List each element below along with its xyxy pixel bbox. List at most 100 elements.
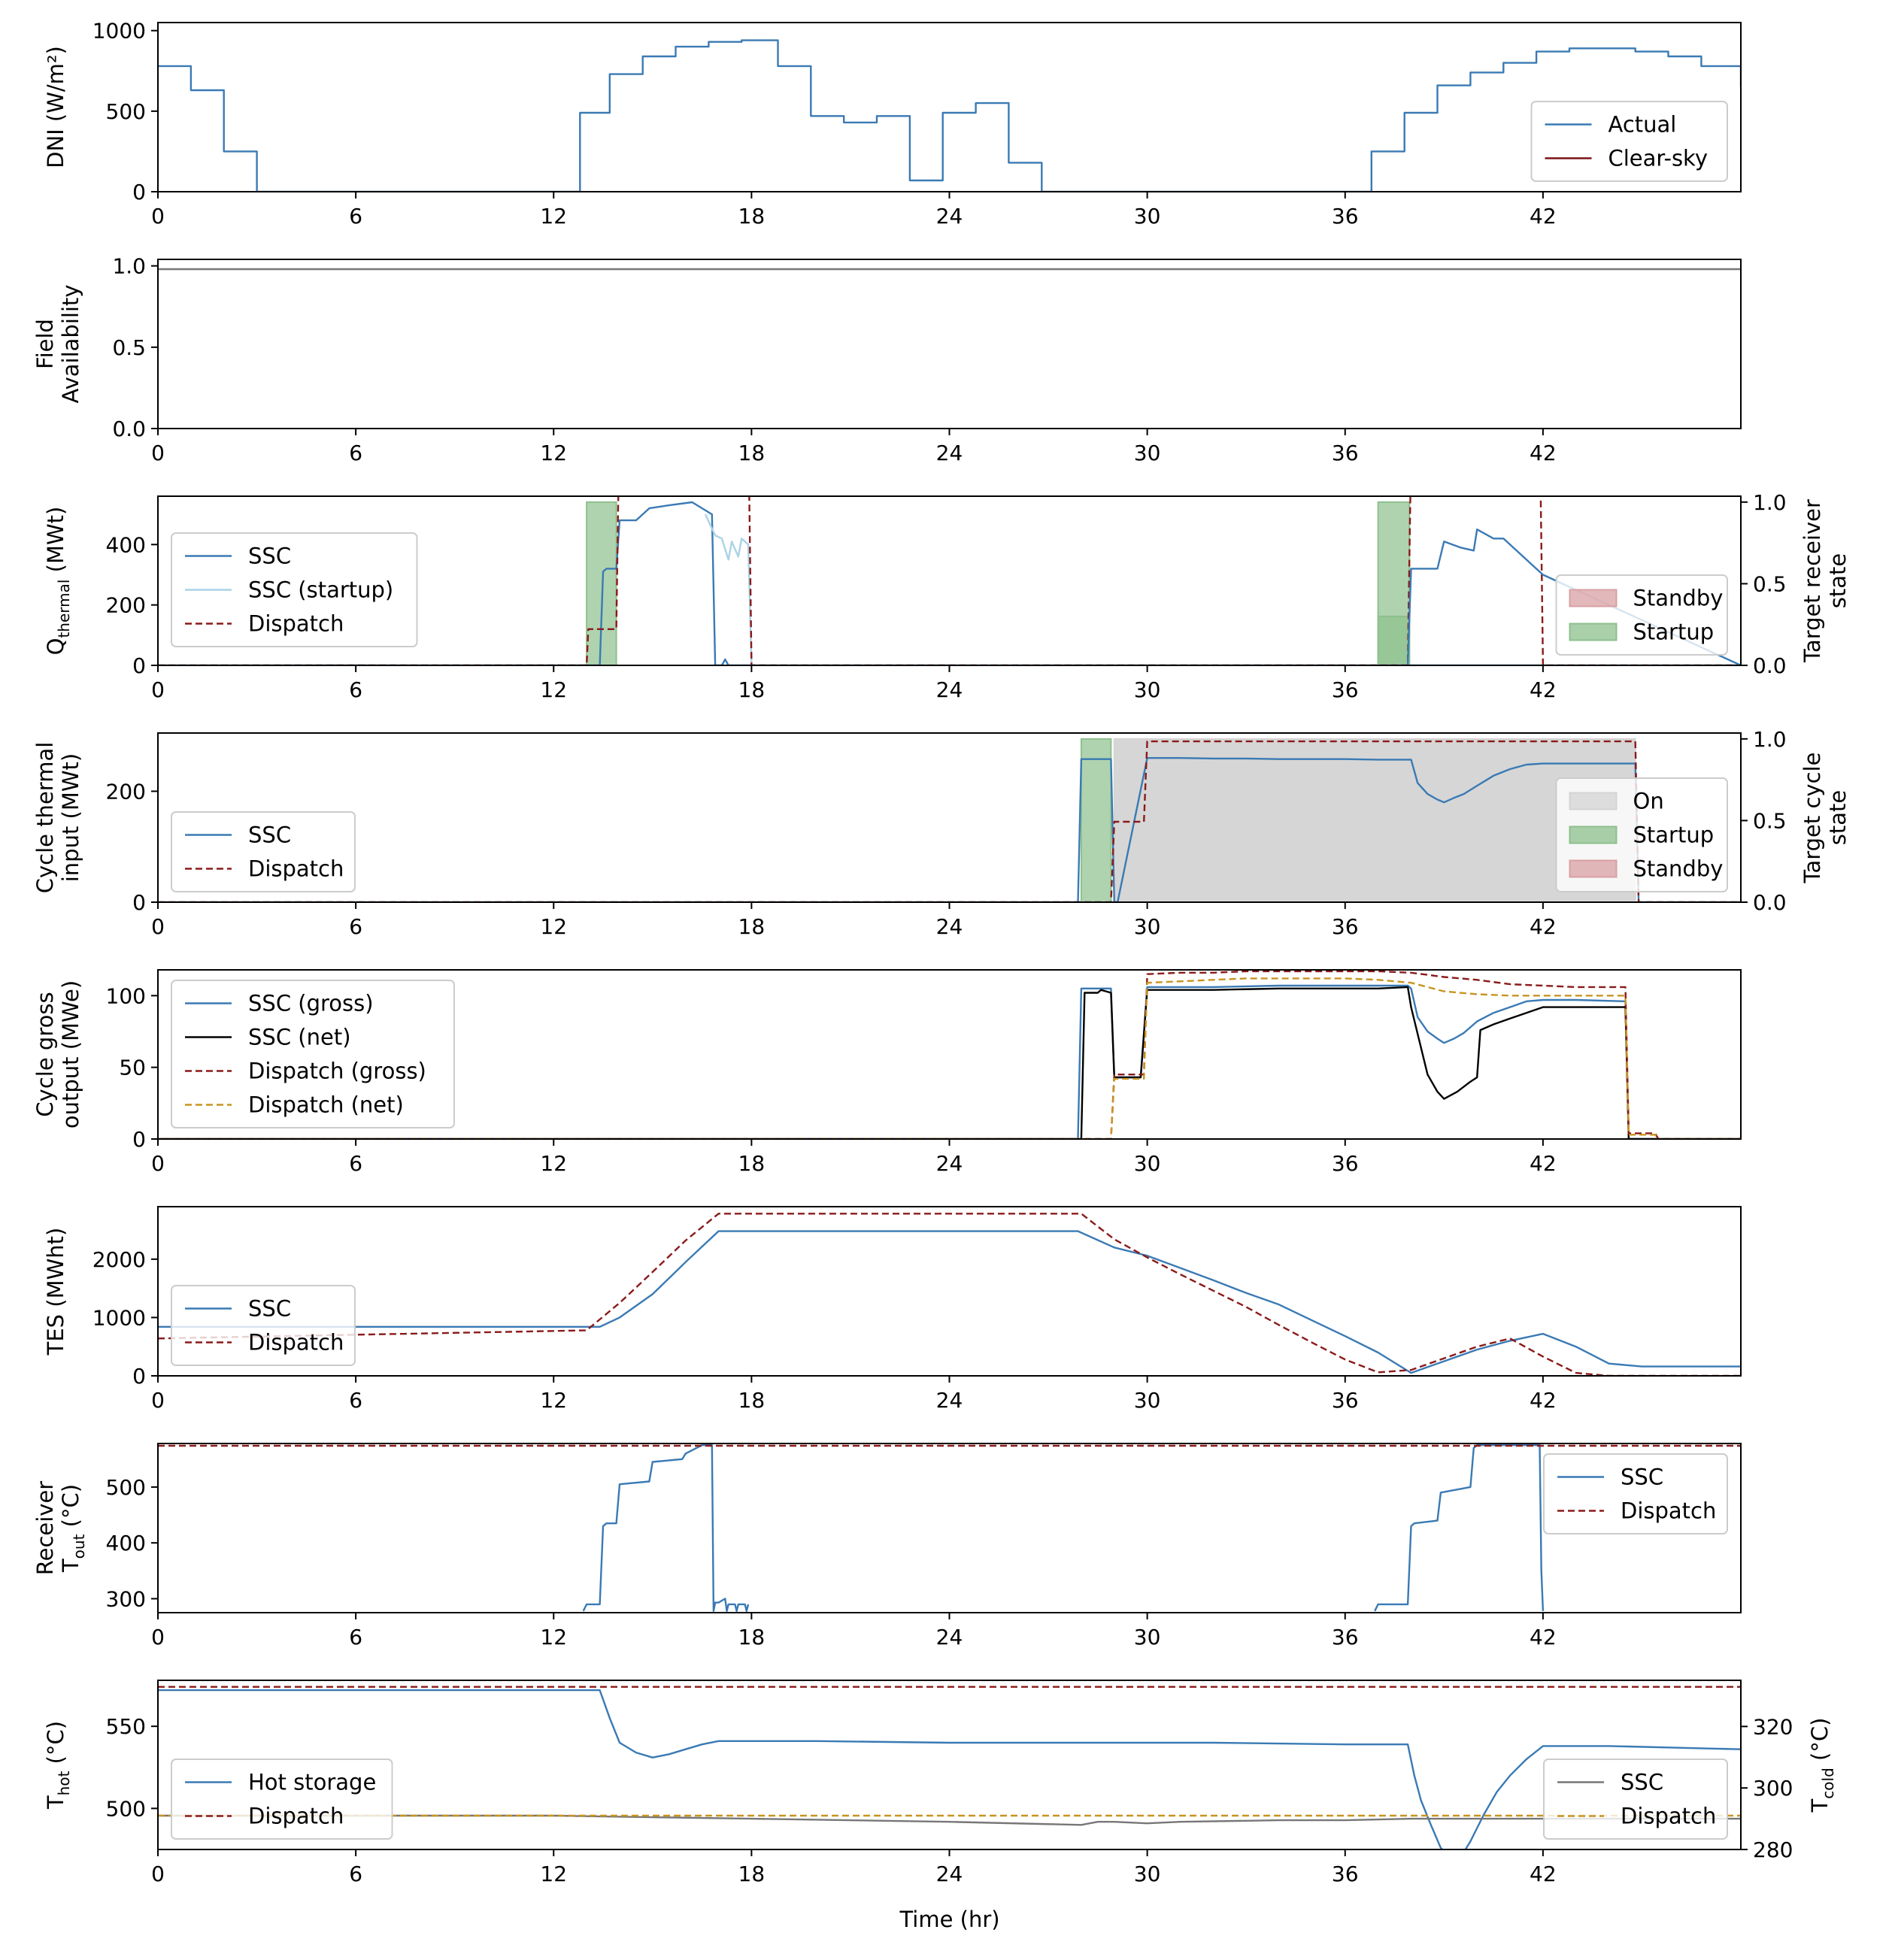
chart-q-thermal-y2label-line-0-main: Target receiver: [1799, 499, 1825, 663]
chart-receiver-tout-ylabel-line-1-unit: (°C): [58, 1484, 83, 1534]
chart-q-thermal-legend2-swatch-0: [1569, 589, 1618, 607]
chart-receiver-tout-ylabel-line-1: Tout (°C): [58, 1484, 88, 1573]
chart-tes-xtick-label-3: 18: [738, 1388, 766, 1413]
chart-t-hot-cold-xtick-label-0: 0: [151, 1862, 165, 1886]
chart-cycle-thermal-legend2-label-1: Startup: [1633, 822, 1715, 848]
chart-q-thermal-y2label-line-1-main: state: [1825, 553, 1851, 608]
chart-dni-plot: [158, 39, 1741, 192]
chart-cycle-thermal-xtick-label-3: 18: [738, 914, 766, 939]
chart-q-thermal-ylabel-main: Q: [43, 638, 68, 656]
chart-cycle-thermal-series-0: [158, 757, 1741, 902]
chart-t-hot-cold-xtick-label-2: 12: [540, 1862, 567, 1886]
chart-dni-xtick-label-4: 24: [936, 204, 963, 229]
chart-cycle-thermal-y2label-line-0: Target cycle: [1799, 753, 1825, 884]
chart-receiver-tout-ytick-label-1: 400: [106, 1531, 146, 1556]
chart-q-thermal-ytick-label-1: 200: [106, 593, 146, 618]
chart-t-hot-cold-series-0: [158, 1689, 1741, 1849]
chart-field-availability-xtick-label-0: 0: [151, 441, 165, 465]
chart-receiver-tout-series-1: [1374, 1444, 1545, 1612]
chart-t-hot-cold-y2label-main: T: [1807, 1798, 1833, 1813]
chart-q-thermal-series-2: [158, 496, 1741, 665]
chart-cycle-thermal-legend2-swatch-0: [1569, 792, 1618, 810]
chart-dni-xtick-label-3: 18: [738, 204, 766, 229]
chart-q-thermal-legend2-swatch-1: [1569, 623, 1618, 641]
chart-cycle-gross-ylabel-line-1-main: output (MWe): [58, 980, 83, 1128]
chart-receiver-tout-xtick-label-3: 18: [738, 1625, 766, 1649]
chart-q-thermal-y2label-line-1: state: [1825, 553, 1851, 608]
chart-receiver-tout: 0 6 12 18 24 30 36 42 300 400 500 Receiver Tout (°C)…: [32, 1443, 1742, 1649]
chart-q-thermal-legend2-label-1: Startup: [1633, 620, 1715, 645]
chart-tes-ytick-label-1: 1000: [92, 1305, 146, 1330]
chart-q-thermal-y2tick-label-0: 0.0: [1753, 653, 1787, 678]
chart-tes-ytick-label-2: 2000: [92, 1247, 146, 1272]
chart-cycle-thermal-y2tick-label-1: 0.5: [1753, 808, 1787, 833]
chart-cycle-thermal-xtick-label-5: 30: [1134, 914, 1161, 939]
chart-field-availability: 0 6 12 18 24 30 36 42 0.0 0.5 1.0 Field Availability: [32, 254, 1742, 465]
chart-cycle-thermal-y2tick-label-2: 1.0: [1753, 727, 1787, 752]
chart-t-hot-cold-y2tick-label-2: 320: [1753, 1714, 1793, 1739]
chart-q-thermal-xtick-label-4: 24: [936, 677, 963, 702]
chart-dni-legend: Actual Clear-sky: [1530, 101, 1728, 182]
chart-q-thermal-xtick-label-1: 6: [349, 677, 362, 702]
chart-t-hot-cold-xtick-label-6: 36: [1332, 1862, 1359, 1886]
chart-q-thermal-ylabel-subscript: thermal: [55, 580, 73, 638]
chart-cycle-thermal-ytick-label-0: 0: [132, 890, 146, 915]
chart-t-hot-cold-legend: Hot storage Dispatch: [171, 1759, 393, 1840]
chart-cycle-thermal-legend2-label-2: Standby: [1633, 856, 1724, 882]
chart-q-thermal: 0 6 12 18 24 30 36 42 0 200 400 0.0 0.5 1.0 Qthermal (…: [43, 490, 1851, 702]
chart-field-availability-xtick-label-7: 42: [1530, 441, 1557, 465]
chart-tes-xtick-label-4: 24: [936, 1388, 963, 1413]
chart-q-thermal-xtick-label-5: 30: [1134, 677, 1161, 702]
chart-field-availability-ylabel-line-0: Field: [32, 319, 58, 369]
chart-dni-series-0: [158, 39, 1741, 192]
chart-cycle-gross-xtick-label-7: 42: [1530, 1151, 1557, 1176]
chart-cycle-gross-xtick-label-3: 18: [738, 1151, 766, 1176]
chart-q-thermal-legend2: Standby Startup: [1555, 574, 1728, 656]
chart-t-hot-cold-xtick-label-1: 6: [349, 1862, 362, 1886]
chart-dni-xtick-label-7: 42: [1530, 204, 1557, 229]
chart-q-thermal-y2tick-label-1: 0.5: [1753, 571, 1787, 596]
chart-t-hot-cold-xtick-label-4: 24: [936, 1862, 963, 1886]
chart-receiver-tout-legend-label-1: Dispatch: [1621, 1498, 1716, 1524]
chart-q-thermal-legend-frame: [171, 532, 418, 647]
chart-q-thermal-y2label-line-0: Target receiver: [1799, 499, 1825, 663]
chart-cycle-gross-ytick-label-1: 50: [119, 1056, 146, 1080]
chart-t-hot-cold-legend2-frame: [1543, 1759, 1728, 1840]
chart-dni-xtick-label-1: 6: [349, 204, 362, 229]
chart-t-hot-cold-y2label-unit: (°C): [1807, 1718, 1833, 1768]
chart-tes-xtick-label-6: 36: [1332, 1388, 1359, 1413]
chart-q-thermal-legend2-label-0: Standby: [1633, 586, 1724, 611]
chart-receiver-tout-xtick-label-0: 0: [151, 1625, 165, 1649]
chart-cycle-thermal-ylabel-line-1-main: input (MWt): [58, 753, 83, 883]
chart-t-hot-cold-y2-series-0: [158, 1814, 1741, 1826]
chart-t-hot-cold-ylabel-main: T: [43, 1795, 68, 1810]
chart-dni-xtick-label-0: 0: [151, 204, 165, 229]
chart-cycle-thermal-xtick-label-2: 12: [540, 914, 567, 939]
chart-receiver-tout-xtick-label-6: 36: [1332, 1625, 1359, 1649]
chart-tes-series-0: [158, 1230, 1741, 1374]
chart-field-availability-xtick-label-4: 24: [936, 441, 963, 465]
chart-dni-ytick-label-2: 1000: [92, 19, 146, 44]
chart-tes-legend-label-0: SSC: [248, 1296, 291, 1322]
chart-field-availability-ylabel-line-0-main: Field: [32, 319, 58, 369]
chart-field-availability-ylabel-line-1: Availability: [58, 284, 83, 403]
chart-cycle-thermal-xtick-label-7: 42: [1530, 914, 1557, 939]
chart-cycle-gross-ylabel-line-0-main: Cycle gross: [32, 992, 58, 1116]
chart-t-hot-cold-y2label: Tcold (°C): [1807, 1718, 1837, 1813]
chart-t-hot-cold-xtick-label-3: 18: [738, 1862, 766, 1886]
chart-t-hot-cold-ylabel: Thot (°C): [43, 1721, 73, 1810]
chart-dni-xtick-label-2: 12: [540, 204, 567, 229]
chart-receiver-tout-xtick-label-2: 12: [540, 1625, 567, 1649]
chart-cycle-thermal-band-startup-1: [1080, 738, 1112, 902]
chart-receiver-tout-ylabel-line-1-subscript: out: [70, 1534, 88, 1559]
chart-cycle-gross-ytick-label-0: 0: [132, 1127, 146, 1152]
chart-cycle-thermal-xtick-label-1: 6: [349, 914, 362, 939]
chart-tes-series-1: [158, 1213, 1741, 1376]
chart-q-thermal-xtick-label-7: 42: [1530, 677, 1557, 702]
chart-dni-legend-label-0: Actual: [1608, 112, 1677, 138]
chart-cycle-thermal-legend: SSC Dispatch: [171, 811, 356, 892]
chart-cycle-gross-series-1: [158, 986, 1741, 1139]
chart-cycle-thermal-legend2: On Startup Standby: [1555, 777, 1728, 892]
chart-t-hot-cold-legend2: SSC Dispatch: [1543, 1759, 1728, 1840]
